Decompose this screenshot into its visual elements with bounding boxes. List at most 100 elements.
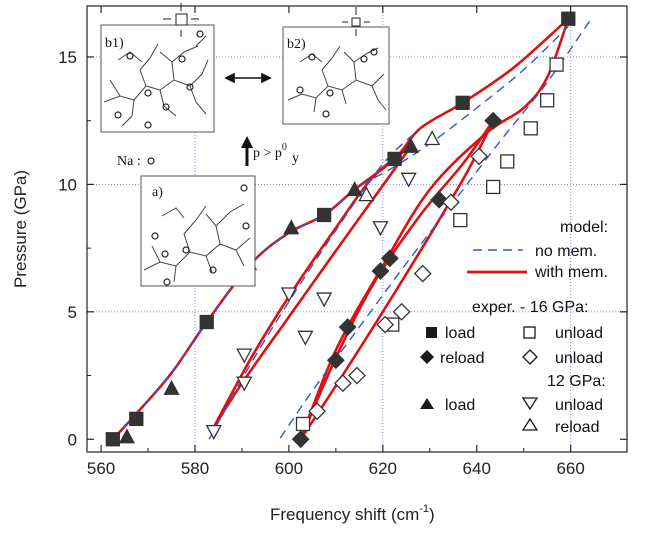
y-axis-title: Pressure (GPa) [11, 170, 30, 288]
inset-b1: b1) [100, 3, 215, 133]
inset-b2: b2) [282, 7, 390, 125]
legend-reload-label: reload [440, 350, 484, 367]
data-point-open-triangle-up [358, 186, 375, 202]
model-no-mem-curve [278, 20, 590, 440]
x-tick-label: 660 [556, 459, 584, 478]
data-point-filled-square [129, 411, 144, 427]
pressure-arrow [241, 136, 253, 166]
data-point-filled-square [387, 151, 402, 167]
model-with-mem-curve [210, 145, 412, 433]
data-point-open-square [295, 416, 311, 432]
legend-no-mem-label: no mem. [535, 243, 597, 260]
x-axis-title: Frequency shift (cm-1) [270, 503, 435, 524]
double-arrow [224, 72, 272, 84]
data-point-open-square [486, 179, 501, 195]
data-point-open-triangle-down [297, 330, 314, 346]
data-point-open-square [500, 154, 515, 169]
legend-unload12-label: unload [555, 397, 603, 414]
legend-unload12-marker [521, 397, 539, 411]
inset-b2-label: b2) [287, 37, 306, 52]
inset-a: a) [140, 175, 256, 287]
x-tick-label: 620 [369, 459, 397, 478]
legend-unload2-marker [522, 349, 538, 365]
data-point-filled-square [316, 207, 332, 223]
model-with-mem-curve [299, 120, 495, 441]
legend-load12-label: load [445, 397, 475, 414]
legend-reload12-marker [521, 417, 539, 431]
legend-reload12-label: reload [555, 419, 599, 436]
model-no-mem-curve [208, 127, 421, 440]
legend-exper-title: exper. - 16 GPa: [472, 299, 589, 316]
inset-b1-label: b1) [105, 36, 124, 51]
data-point-filled-square [455, 95, 470, 110]
data-point-open-square [549, 57, 564, 72]
data-point-open-triangle-down [316, 292, 333, 308]
model-no-mem-curve [112, 25, 569, 440]
axis-ticks: 560 580 600 620 640 660 0 5 10 15 [58, 6, 627, 478]
data-point-open-diamond [392, 302, 411, 321]
inset-b2-network [287, 45, 387, 113]
data-point-open-square [540, 93, 555, 108]
data-point-filled-triangle [118, 428, 136, 444]
pressure-label-sub: y [292, 151, 299, 166]
inset-a-na-atoms [151, 184, 250, 286]
legend-unload-label: unload [555, 325, 603, 342]
legend-unload2-label: unload [555, 350, 603, 367]
data-point-filled-square [561, 11, 576, 26]
x-tick-label: 560 [87, 459, 115, 478]
y-tick-label: 15 [58, 48, 77, 67]
pressure-label: p > p0 [253, 142, 287, 161]
legend-load-label: load [445, 325, 475, 342]
inset-a-label: a) [152, 185, 163, 200]
data-point-open-triangle-down [280, 287, 298, 303]
legend-unload-marker [523, 326, 536, 339]
model-with-mem-curve [299, 119, 495, 440]
data-markers [105, 11, 576, 449]
x-tick-label: 600 [275, 459, 303, 478]
x-tick-label: 580 [181, 459, 209, 478]
data-point-open-triangle-down [236, 348, 253, 364]
data-point-open-triangle-down [400, 172, 417, 188]
data-point-filled-triangle [402, 137, 420, 153]
legend-model-title: model: [560, 219, 608, 236]
legend: model: no mem. with mem. exper. - 16 GPa… [420, 219, 608, 436]
data-point-open-diamond [470, 147, 489, 166]
data-point-filled-diamond [338, 318, 357, 337]
data-point-filled-diamond [484, 111, 503, 130]
x-tick-label: 640 [463, 459, 491, 478]
data-point-open-diamond [441, 193, 460, 212]
inset-a-network [143, 203, 251, 283]
data-point-open-square [523, 121, 538, 136]
plot-frame [86, 5, 628, 453]
data-point-open-triangle-down [205, 424, 222, 440]
data-point-open-triangle-up [424, 130, 441, 146]
data-point-open-triangle-down [236, 376, 253, 392]
data-point-filled-diamond [380, 249, 399, 268]
inset-b1-na-atoms [114, 30, 204, 129]
legend-12gpa-title: 12 GPa: [547, 373, 606, 390]
y-tick-label: 10 [58, 175, 77, 194]
y-tick-label: 0 [68, 430, 77, 449]
data-point-filled-triangle [163, 379, 180, 395]
data-point-open-diamond [413, 264, 432, 283]
data-point-filled-diamond [291, 430, 310, 449]
data-point-filled-square [105, 432, 120, 447]
data-point-filled-diamond [371, 262, 390, 280]
legend-reload-marker [420, 350, 434, 364]
data-point-open-diamond [376, 315, 395, 334]
data-point-open-diamond [333, 374, 352, 393]
data-point-open-square [453, 212, 468, 228]
data-point-open-triangle-down [372, 221, 389, 237]
legend-with-mem-label: with mem. [534, 264, 608, 281]
data-point-filled-diamond [326, 351, 345, 370]
legend-load12-marker [420, 398, 434, 409]
data-point-open-diamond [308, 402, 327, 421]
data-point-filled-triangle [283, 219, 300, 235]
legend-load-marker [426, 327, 437, 338]
na-circle-icon [147, 157, 155, 165]
data-point-filled-diamond [430, 190, 449, 209]
data-point-filled-square [199, 314, 214, 330]
y-tick-label: 5 [68, 303, 77, 322]
data-point-open-diamond [348, 366, 366, 385]
